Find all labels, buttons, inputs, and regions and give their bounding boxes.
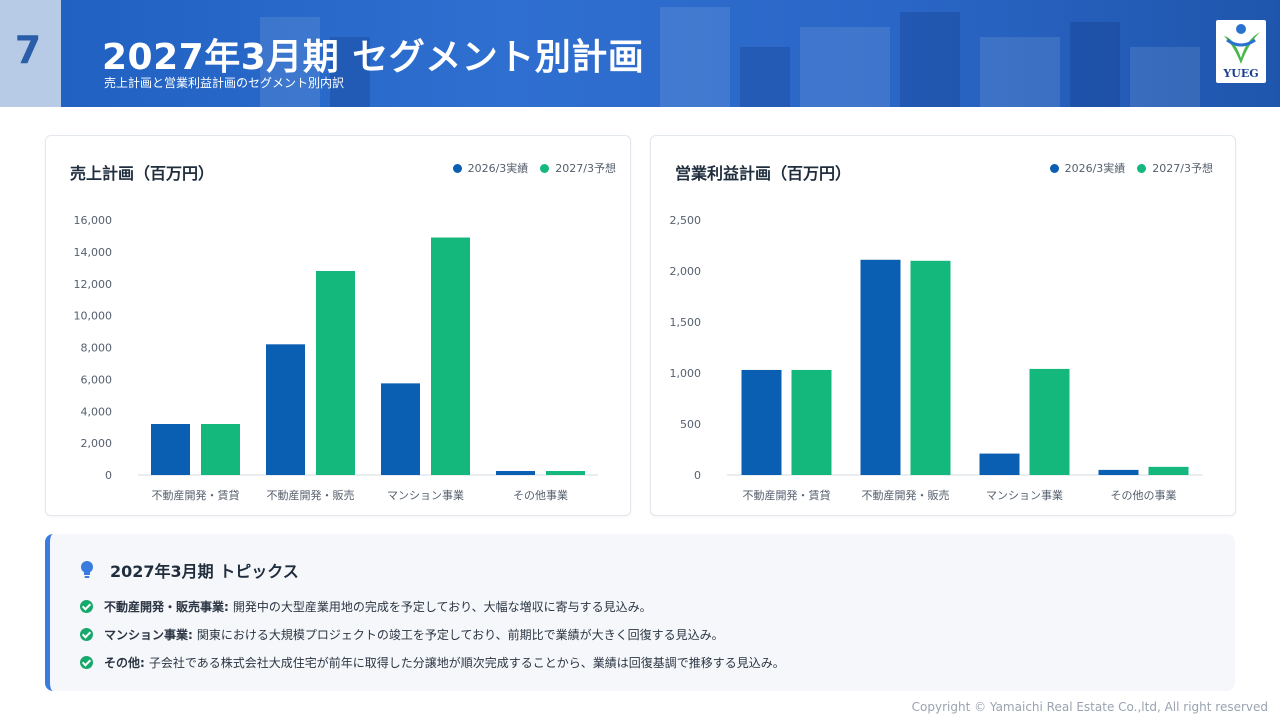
bar-2027: [1148, 466, 1189, 475]
legend-item-2027: 2027/3予想: [1137, 160, 1213, 176]
profit-bar-chart: 0 500 1,000 1,500 2,000 2,500 不動産開発・賃貸 不動産開発・販売…: [670, 214, 1203, 502]
bar-2027: [1029, 368, 1070, 475]
bar-2026: [741, 369, 782, 475]
topic-item: その他: 子会社である株式会社大成住宅が前年に取得した分譲地が順次完成することか…: [80, 654, 785, 671]
bar-2027: [316, 271, 355, 475]
x-tick-label: 不動産開発・販売: [267, 488, 355, 502]
y-tick-label: 14,000: [74, 246, 113, 259]
legend-item-2027: 2027/3予想: [540, 160, 616, 176]
x-tick-label: 不動産開発・賃貸: [152, 488, 240, 502]
sales-bar-chart: 0 2,000 4,000 6,000 8,000 10,000 12,000 14,000 1…: [74, 214, 598, 502]
y-tick-label: 1,500: [670, 316, 702, 329]
legend-label: 2026/3実績: [1064, 162, 1126, 175]
topics-header: 2027年3月期 トピックス: [80, 558, 299, 582]
y-tick-label: 500: [680, 418, 701, 431]
profit-chart-title: 営業利益計画（百万円）: [675, 164, 852, 183]
y-tick-label: 2,500: [670, 214, 702, 227]
topic-item: マンション事業: 関東における大規模プロジェクトの竣工を予定しており、前期比で業…: [80, 626, 724, 643]
sales-chart-card: 売上計画（百万円） 2026/3実績 2027/3予想 0 2,000 4,000 6…: [45, 135, 631, 516]
bar-2026: [860, 259, 901, 475]
y-tick-label: 0: [694, 469, 701, 482]
bar-2027: [546, 471, 585, 475]
legend-dot-icon: [1137, 163, 1147, 173]
company-logo: YUEG: [1216, 20, 1266, 83]
check-circle-icon: [80, 600, 93, 613]
legend-label: 2027/3予想: [555, 162, 616, 175]
y-tick-label: 8,000: [81, 342, 113, 355]
y-tick-label: 0: [105, 469, 112, 482]
check-circle-icon: [80, 656, 93, 669]
bar-2026: [979, 453, 1020, 475]
legend-item-2026: 2026/3実績: [452, 160, 529, 176]
y-tick-label: 2,000: [670, 265, 702, 278]
bar-2027: [431, 237, 470, 475]
page-subtitle: 売上計画と営業利益計画のセグメント別内訳: [104, 76, 345, 90]
page-number-box: 7: [0, 0, 61, 107]
page-number: 7: [14, 28, 42, 72]
y-tick-label: 1,000: [670, 367, 702, 380]
sales-chart-legend: 2026/3実績 2027/3予想: [441, 160, 616, 176]
topics-panel: 2027年3月期 トピックス 不動産開発・販売事業: 開発中の大型産業用地の完成…: [45, 534, 1235, 691]
topics-title: 2027年3月期 トピックス: [110, 562, 299, 581]
profit-chart-card: 営業利益計画（百万円） 2026/3実績 2027/3予想 0 500 1,000 1…: [650, 135, 1236, 516]
bar-2026: [266, 344, 305, 475]
sales-chart-title: 売上計画（百万円）: [70, 164, 215, 183]
legend-dot-icon: [540, 163, 550, 173]
x-tick-label: その他の事業: [1111, 489, 1177, 502]
topic-text: 子会社である株式会社大成住宅が前年に取得した分譲地が順次完成することから、業績は…: [148, 656, 785, 670]
lightbulb-icon: [80, 560, 94, 580]
y-tick-label: 16,000: [74, 214, 113, 227]
header-banner: 7 2027年3月期 セグメント別計画 売上計画と営業利益計画のセグメント別内訳…: [0, 0, 1280, 107]
bar-2027: [201, 424, 240, 475]
topic-item: 不動産開発・販売事業: 開発中の大型産業用地の完成を予定しており、大幅な増収に寄…: [80, 598, 652, 615]
bar-2026: [496, 471, 535, 475]
x-tick-label: マンション事業: [986, 489, 1063, 502]
bar-2026: [381, 383, 420, 475]
legend-label: 2027/3予想: [1152, 162, 1213, 175]
logo-mark-icon: [1224, 24, 1260, 64]
topic-text: 開発中の大型産業用地の完成を予定しており、大幅な増収に寄与する見込み。: [232, 600, 652, 614]
y-tick-label: 12,000: [74, 278, 113, 291]
bar-2027: [791, 369, 832, 475]
bar-2027: [910, 260, 951, 475]
x-tick-label: マンション事業: [387, 489, 464, 502]
legend-item-2026: 2026/3実績: [1049, 160, 1126, 176]
topic-label: 不動産開発・販売事業:: [104, 600, 229, 614]
copyright-footer: Copyright © Yamaichi Real Estate Co.,ltd…: [911, 700, 1268, 714]
topic-text: 関東における大規模プロジェクトの竣工を予定しており、前期比で業績が大きく回復する…: [196, 628, 724, 642]
legend-label: 2026/3実績: [467, 162, 529, 175]
x-tick-label: 不動産開発・販売: [862, 488, 950, 502]
legend-dot-icon: [1049, 163, 1059, 173]
y-tick-label: 10,000: [74, 310, 113, 323]
y-tick-label: 2,000: [81, 437, 113, 450]
profit-chart-legend: 2026/3実績 2027/3予想: [1038, 160, 1213, 176]
x-tick-label: 不動産開発・賃貸: [743, 488, 831, 502]
check-circle-icon: [80, 628, 93, 641]
topic-label: マンション事業:: [104, 628, 193, 642]
page-title: 2027年3月期 セグメント別計画: [102, 37, 645, 78]
x-tick-label: その他事業: [513, 489, 568, 502]
logo-text: YUEG: [1223, 67, 1259, 80]
y-tick-label: 6,000: [81, 373, 113, 386]
topic-label: その他:: [104, 656, 145, 670]
bar-2026: [151, 424, 190, 475]
y-tick-label: 4,000: [81, 405, 113, 418]
legend-dot-icon: [452, 163, 462, 173]
bar-2026: [1098, 469, 1139, 475]
